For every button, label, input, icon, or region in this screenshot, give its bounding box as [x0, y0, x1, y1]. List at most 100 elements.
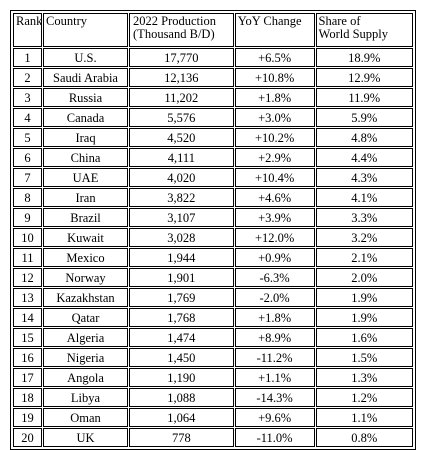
cell-production: 3,107: [129, 208, 234, 227]
cell-yoy-change: +1.8%: [234, 308, 315, 327]
cell-yoy-change: +8.9%: [234, 328, 315, 347]
cell-production: 3,028: [129, 228, 234, 247]
table-body: 1 U.S. 17,770 +6.5% 18.9% 2 Saudi Arabia 12,136…: [13, 48, 413, 447]
cell-production: 1,088: [129, 388, 234, 407]
cell-rank: 16: [13, 348, 43, 367]
cell-share: 1.1%: [315, 408, 413, 427]
cell-country: Canada: [43, 108, 129, 127]
table-row: 17 Angola 1,190 +1.1% 1.3%: [13, 368, 413, 387]
table-row: 8 Iran 3,822 +4.6% 4.1%: [13, 188, 413, 207]
cell-share: 3.3%: [315, 208, 413, 227]
header-share-line1: Share of: [318, 14, 361, 28]
cell-rank: 17: [13, 368, 43, 387]
header-share: Share of World Supply: [315, 13, 413, 47]
cell-production: 1,901: [129, 268, 234, 287]
cell-country: Algeria: [43, 328, 129, 347]
cell-production: 1,944: [129, 248, 234, 267]
cell-share: 2.1%: [315, 248, 413, 267]
cell-share: 0.8%: [315, 428, 413, 447]
cell-country: Kuwait: [43, 228, 129, 247]
table-row: 16 Nigeria 1,450 -11.2% 1.5%: [13, 348, 413, 367]
cell-share: 1.9%: [315, 308, 413, 327]
cell-yoy-change: -11.0%: [234, 428, 315, 447]
cell-share: 12.9%: [315, 68, 413, 87]
cell-production: 12,136: [129, 68, 234, 87]
table-row: 5 Iraq 4,520 +10.2% 4.8%: [13, 128, 413, 147]
cell-country: Iran: [43, 188, 129, 207]
cell-rank: 14: [13, 308, 43, 327]
table-row: 3 Russia 11,202 +1.8% 11.9%: [13, 88, 413, 107]
table-row: 19 Oman 1,064 +9.6% 1.1%: [13, 408, 413, 427]
cell-country: Kazakhstan: [43, 288, 129, 307]
table-row: 20 UK 778 -11.0% 0.8%: [13, 428, 413, 447]
cell-yoy-change: -2.0%: [234, 288, 315, 307]
cell-share: 4.4%: [315, 148, 413, 167]
table-row: 1 U.S. 17,770 +6.5% 18.9%: [13, 48, 413, 67]
cell-yoy-change: +3.0%: [234, 108, 315, 127]
cell-production: 5,576: [129, 108, 234, 127]
cell-rank: 12: [13, 268, 43, 287]
cell-country: UAE: [43, 168, 129, 187]
oil-production-table: Rank Country 2022 Production (Thousand B…: [12, 12, 414, 448]
cell-rank: 18: [13, 388, 43, 407]
cell-rank: 8: [13, 188, 43, 207]
cell-share: 1.5%: [315, 348, 413, 367]
header-production-line1: 2022 Production: [133, 14, 216, 28]
cell-country: Oman: [43, 408, 129, 427]
table-row: 14 Qatar 1,768 +1.8% 1.9%: [13, 308, 413, 327]
cell-yoy-change: +1.8%: [234, 88, 315, 107]
table-row: 6 China 4,111 +2.9% 4.4%: [13, 148, 413, 167]
cell-country: Mexico: [43, 248, 129, 267]
cell-production: 778: [129, 428, 234, 447]
cell-yoy-change: -14.3%: [234, 388, 315, 407]
cell-share: 1.2%: [315, 388, 413, 407]
cell-rank: 20: [13, 428, 43, 447]
cell-share: 4.3%: [315, 168, 413, 187]
oil-production-table-frame: Rank Country 2022 Production (Thousand B…: [10, 10, 416, 450]
table-row: 13 Kazakhstan 1,769 -2.0% 1.9%: [13, 288, 413, 307]
cell-production: 3,822: [129, 188, 234, 207]
header-share-line2: World Supply: [318, 27, 388, 41]
cell-rank: 7: [13, 168, 43, 187]
cell-rank: 1: [13, 48, 43, 67]
cell-production: 1,768: [129, 308, 234, 327]
cell-rank: 9: [13, 208, 43, 227]
table-row: 11 Mexico 1,944 +0.9% 2.1%: [13, 248, 413, 267]
cell-rank: 15: [13, 328, 43, 347]
cell-rank: 19: [13, 408, 43, 427]
header-rank: Rank: [13, 13, 43, 47]
cell-yoy-change: +6.5%: [234, 48, 315, 67]
cell-rank: 3: [13, 88, 43, 107]
table-row: 9 Brazil 3,107 +3.9% 3.3%: [13, 208, 413, 227]
cell-share: 1.3%: [315, 368, 413, 387]
cell-share: 5.9%: [315, 108, 413, 127]
cell-production: 1,064: [129, 408, 234, 427]
cell-yoy-change: +10.2%: [234, 128, 315, 147]
cell-share: 1.6%: [315, 328, 413, 347]
cell-country: Qatar: [43, 308, 129, 327]
cell-share: 2.0%: [315, 268, 413, 287]
cell-yoy-change: -6.3%: [234, 268, 315, 287]
cell-share: 4.8%: [315, 128, 413, 147]
cell-yoy-change: +9.6%: [234, 408, 315, 427]
table-row: 15 Algeria 1,474 +8.9% 1.6%: [13, 328, 413, 347]
cell-country: U.S.: [43, 48, 129, 67]
table-row: 7 UAE 4,020 +10.4% 4.3%: [13, 168, 413, 187]
header-production-line2: (Thousand B/D): [133, 27, 215, 41]
cell-share: 3.2%: [315, 228, 413, 247]
cell-share: 4.1%: [315, 188, 413, 207]
table-row: 12 Norway 1,901 -6.3% 2.0%: [13, 268, 413, 287]
cell-country: Brazil: [43, 208, 129, 227]
cell-rank: 4: [13, 108, 43, 127]
cell-production: 1,190: [129, 368, 234, 387]
cell-country: Libya: [43, 388, 129, 407]
cell-production: 11,202: [129, 88, 234, 107]
table-row: 18 Libya 1,088 -14.3% 1.2%: [13, 388, 413, 407]
cell-production: 4,020: [129, 168, 234, 187]
cell-production: 4,111: [129, 148, 234, 167]
table-header: Rank Country 2022 Production (Thousand B…: [13, 13, 413, 47]
cell-country: China: [43, 148, 129, 167]
table-row: 2 Saudi Arabia 12,136 +10.8% 12.9%: [13, 68, 413, 87]
table-row: 4 Canada 5,576 +3.0% 5.9%: [13, 108, 413, 127]
cell-production: 1,769: [129, 288, 234, 307]
